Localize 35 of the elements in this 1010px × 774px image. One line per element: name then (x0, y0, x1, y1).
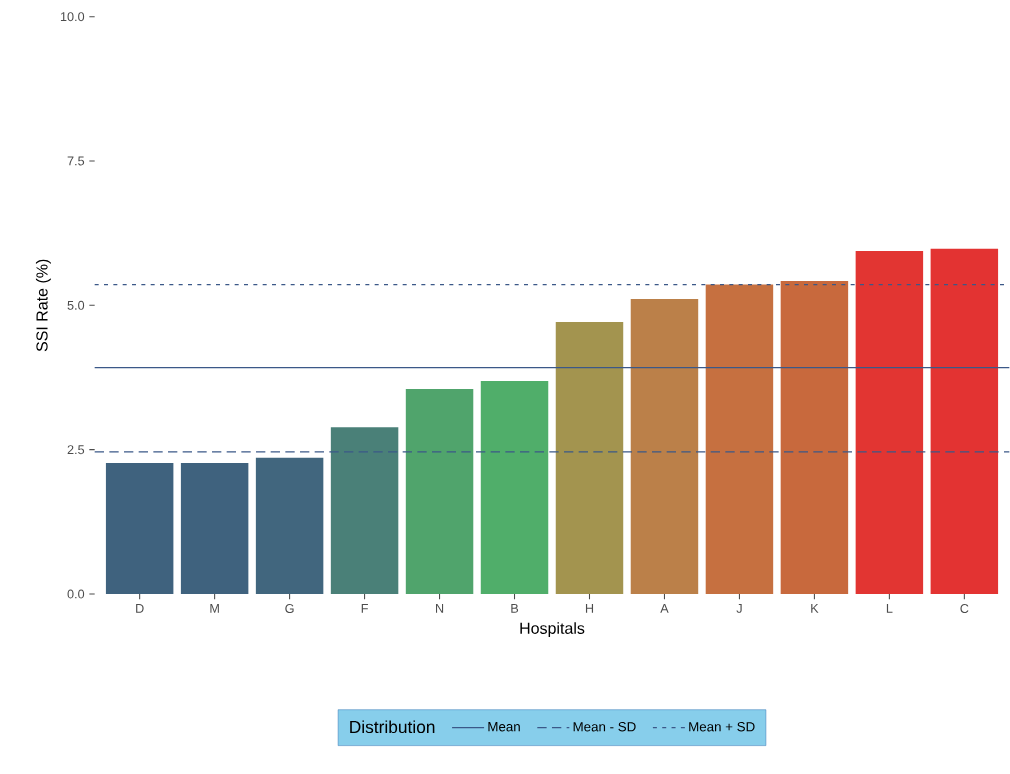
bar (105, 462, 174, 594)
x-tick-label: D (136, 604, 144, 613)
x-axis-title: Hospitals (520, 622, 585, 638)
x-tick-label: L (886, 604, 893, 613)
bar (705, 284, 774, 594)
x-tick-label: M (210, 604, 219, 613)
bar (180, 462, 249, 594)
x-tick-label: G (285, 604, 294, 613)
bar (855, 251, 924, 594)
x-tick-label: K (811, 604, 819, 613)
bar (630, 298, 699, 594)
x-tick-label: C (960, 604, 969, 613)
bar (480, 380, 549, 594)
x-tick-label: A (660, 604, 669, 613)
legend-label: Mean + SD (689, 722, 755, 732)
x-tick-label: N (436, 604, 444, 613)
bar (780, 281, 849, 594)
y-tick-label: 7.5 (67, 156, 85, 166)
y-tick-label: 0.0 (67, 589, 85, 599)
bar (255, 457, 324, 594)
legend-title: Distribution (350, 720, 435, 734)
y-axis-title: SSI Rate (%) (35, 259, 51, 352)
y-tick-label: 5.0 (67, 300, 85, 310)
x-tick-label: B (511, 604, 519, 613)
bar (930, 248, 999, 594)
bar (330, 427, 399, 594)
x-tick-label: J (736, 604, 742, 613)
y-tick-label: 10.0 (60, 12, 85, 22)
x-tick-label: F (361, 604, 368, 613)
y-tick-label: 2.5 (67, 445, 85, 455)
legend-label: Mean (488, 722, 520, 732)
bar (555, 322, 624, 594)
legend-label: Mean - SD (573, 722, 636, 732)
x-tick-label: H (585, 604, 594, 613)
bar (405, 389, 474, 594)
